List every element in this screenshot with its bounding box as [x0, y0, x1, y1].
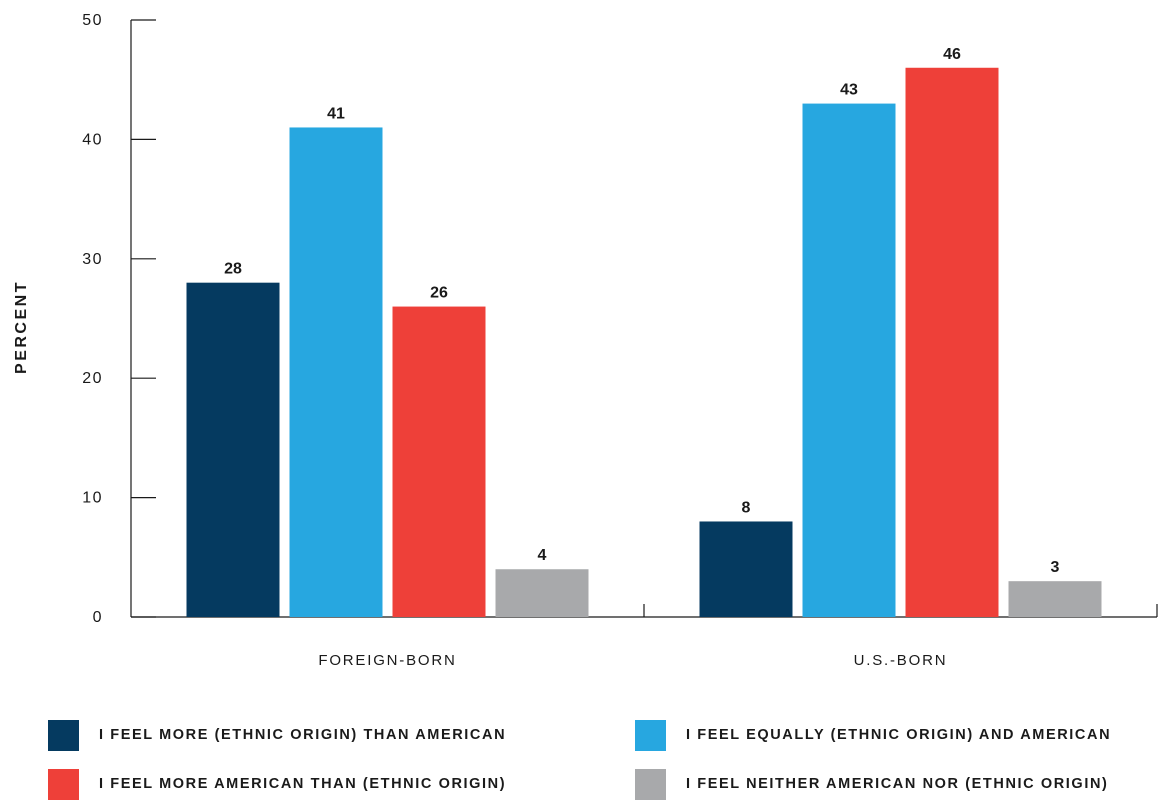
bar-value-label: 26	[430, 285, 448, 302]
y-tick-label: 0	[93, 609, 103, 626]
data-labels: 28 41 26 4 8 43 46 3	[224, 46, 1059, 576]
y-tick-label: 20	[82, 370, 103, 387]
legend-label: I FEEL EQUALLY (ETHNIC ORIGIN) AND AMERI…	[686, 727, 1112, 743]
y-tick-label: 30	[82, 251, 103, 268]
bar-value-label: 4	[538, 547, 547, 564]
bars	[186, 67, 1102, 618]
bar	[699, 521, 793, 617]
bar-value-label: 43	[840, 82, 858, 99]
bar	[392, 306, 486, 617]
y-axis-title: PERCENT	[13, 280, 30, 374]
bar	[186, 282, 280, 617]
y-tick-label: 10	[82, 490, 103, 507]
legend-item: I FEEL EQUALLY (ETHNIC ORIGIN) AND AMERI…	[635, 719, 1111, 751]
legend-label: I FEEL MORE AMERICAN THAN (ETHNIC ORIGIN…	[99, 776, 507, 792]
legend-label: I FEEL NEITHER AMERICAN NOR (ETHNIC ORIG…	[686, 776, 1109, 792]
bar-value-label: 46	[943, 46, 961, 63]
legend-item: I FEEL MORE AMERICAN THAN (ETHNIC ORIGIN…	[48, 768, 506, 800]
bar	[802, 103, 896, 617]
y-tick-label: 40	[82, 131, 103, 148]
bar	[495, 569, 589, 617]
bar-value-label: 28	[224, 261, 242, 278]
legend-item: I FEEL MORE (ETHNIC ORIGIN) THAN AMERICA…	[48, 719, 506, 751]
x-category-label: FOREIGN-BORN	[318, 652, 456, 669]
legend-swatch	[635, 719, 666, 751]
x-category-label: U.S.-BORN	[854, 652, 948, 669]
bar	[905, 67, 999, 617]
y-tick-label: 50	[82, 12, 103, 29]
legend-item: I FEEL NEITHER AMERICAN NOR (ETHNIC ORIG…	[635, 768, 1108, 800]
bar	[289, 127, 383, 618]
y-axis: 0 10 20 30 40 50	[82, 12, 156, 626]
bar-value-label: 41	[327, 105, 345, 122]
bar	[1008, 581, 1102, 617]
legend-swatch	[635, 768, 666, 800]
bar-value-label: 3	[1051, 559, 1060, 576]
legend-swatch	[48, 768, 79, 800]
legend-label: I FEEL MORE (ETHNIC ORIGIN) THAN AMERICA…	[99, 727, 507, 743]
bar-value-label: 8	[742, 499, 751, 516]
legend-swatch	[48, 719, 79, 751]
